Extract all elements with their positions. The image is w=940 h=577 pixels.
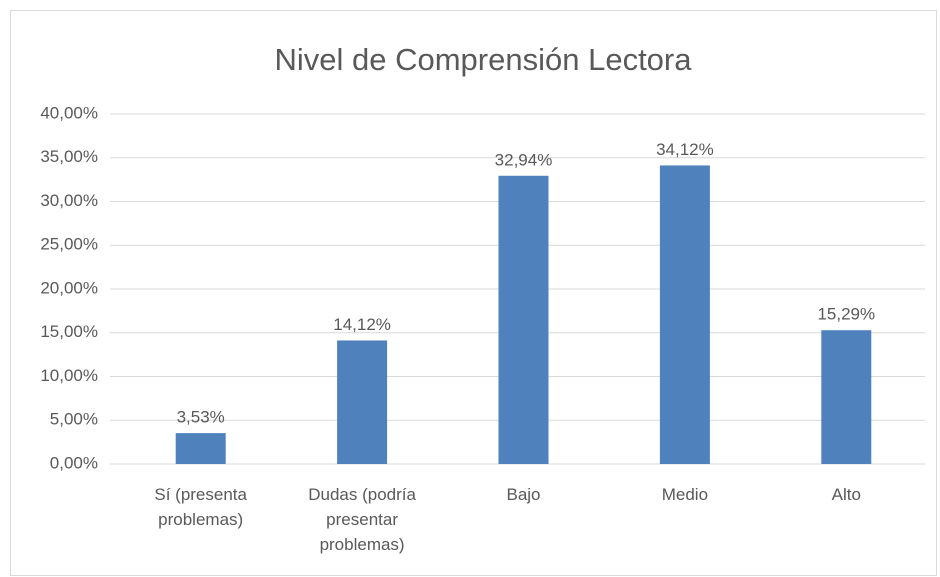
x-tick-label: Medio [661,485,709,504]
y-tick-label: 20,00% [40,278,98,297]
data-label: 34,12% [656,140,714,159]
x-tick-label: Alto [831,485,861,504]
y-tick-label: 25,00% [40,235,98,254]
y-tick-label: 35,00% [40,147,98,166]
bar [659,165,710,464]
bar [498,175,549,464]
data-label: 3,53% [177,408,225,427]
y-tick-label: 10,00% [40,366,98,385]
y-tick-label: 30,00% [40,191,98,210]
x-tick-label: Sí (presenta problemas) [154,485,247,529]
bar [175,433,226,464]
bar [821,330,872,464]
data-label: 32,94% [495,150,553,169]
y-tick-label: 0,00% [50,453,98,472]
y-tick-label: 15,00% [40,322,98,341]
bar [337,340,388,464]
y-tick-label: 5,00% [50,410,98,429]
chart-title: Nivel de Comprensión Lectora [275,42,693,77]
x-tick-label: Bajo [506,485,541,504]
x-tick-label: Dudas (podría presentar problemas) [308,485,416,554]
y-tick-label: 40,00% [40,103,98,122]
data-label: 15,29% [817,305,875,324]
data-label: 14,12% [333,315,391,334]
chart-border [10,10,937,576]
